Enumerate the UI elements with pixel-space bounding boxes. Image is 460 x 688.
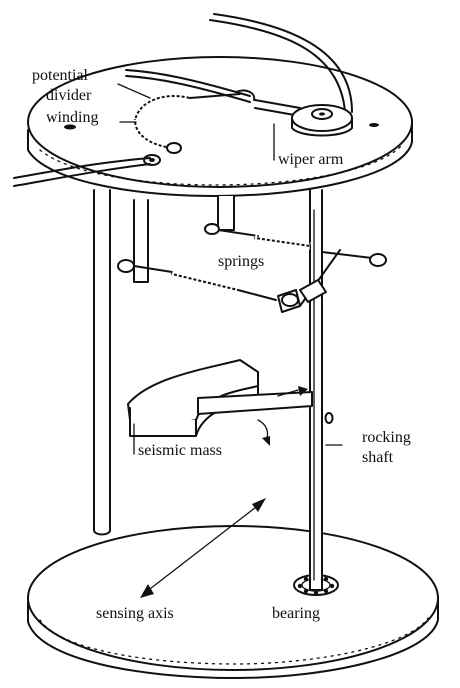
label-seismic-mass: seismic mass [138, 442, 222, 459]
label-bearing: bearing [272, 605, 320, 622]
top-plate [27, 56, 413, 197]
label-winding: winding [46, 109, 98, 126]
wires [13, 13, 353, 187]
base-plate [27, 525, 439, 679]
sensing-axis-arrow [140, 498, 266, 598]
label-divider: divider [46, 87, 92, 104]
label-shaft: shaft [362, 449, 394, 466]
seismic-mass [127, 359, 334, 446]
label-rocking: rocking [362, 429, 411, 446]
springs-assembly [117, 195, 387, 313]
label-potential: potential [32, 67, 89, 84]
label-sensing-axis: sensing axis [96, 605, 174, 622]
label-springs: springs [218, 253, 264, 270]
labels: potential divider winding wiper arm spri… [32, 67, 411, 622]
leader-lines [117, 83, 343, 455]
label-wiper-arm: wiper arm [278, 151, 344, 168]
wiper-arm [254, 99, 353, 137]
